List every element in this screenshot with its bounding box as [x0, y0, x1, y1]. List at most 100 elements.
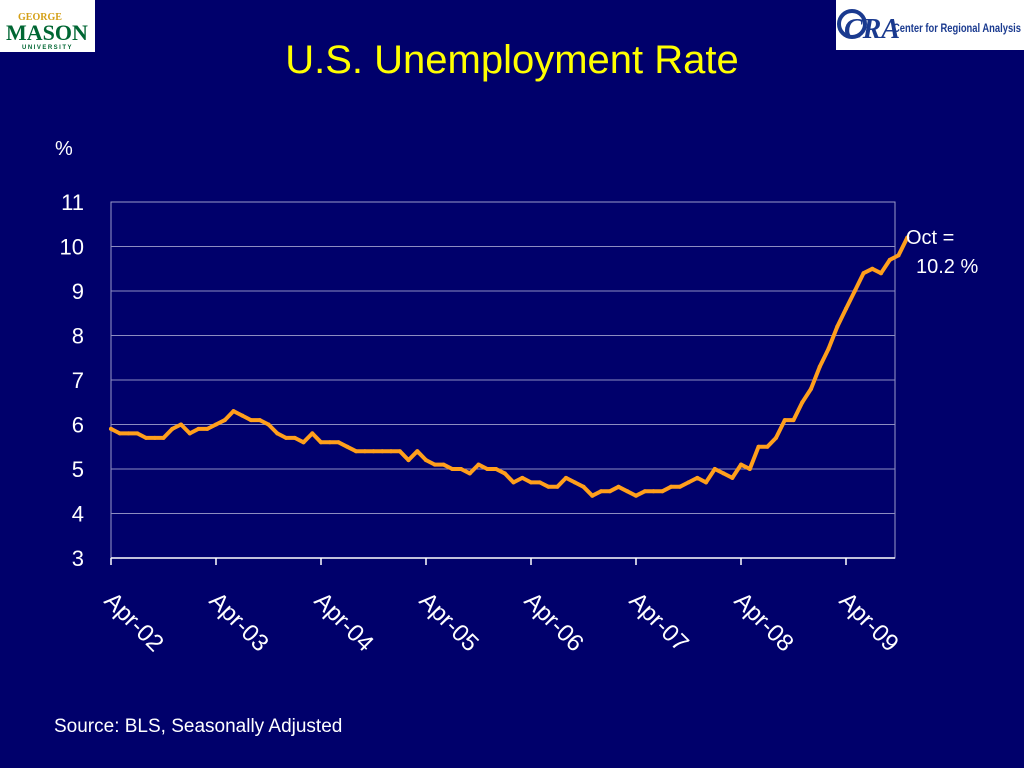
cra-logo: CRA Center for Regional Analysis — [836, 0, 1024, 50]
data-point — [581, 484, 586, 489]
data-point — [870, 266, 875, 271]
source-note: Source: BLS, Seasonally Adjusted — [54, 716, 343, 737]
data-point — [292, 435, 297, 440]
data-point — [126, 431, 131, 436]
data-point — [625, 489, 630, 494]
data-point — [616, 484, 621, 489]
logo-mason-text: MASON — [6, 20, 88, 45]
data-point — [345, 444, 350, 449]
data-point — [152, 435, 157, 440]
data-point — [301, 440, 306, 445]
data-point — [511, 480, 516, 485]
data-point — [677, 484, 682, 489]
data-point — [564, 475, 568, 480]
cra-name-text: Center for Regional Analysis — [893, 23, 1021, 35]
data-point — [336, 440, 341, 445]
data-point — [231, 409, 236, 414]
data-point — [739, 462, 743, 467]
data-point — [704, 480, 708, 485]
data-point — [791, 418, 796, 423]
cra-globe-icon — [837, 9, 867, 39]
data-point — [257, 418, 262, 423]
data-point — [686, 480, 691, 485]
data-point — [774, 435, 778, 440]
data-point — [712, 467, 717, 471]
data-point — [721, 471, 726, 476]
data-point — [389, 449, 393, 454]
y-tick-label: 7 — [72, 368, 84, 393]
x-tick-label: Apr-08 — [729, 587, 799, 657]
data-point — [275, 431, 280, 436]
data-point — [642, 489, 647, 494]
data-point — [135, 431, 140, 436]
y-tick-label: 3 — [72, 546, 84, 571]
data-point — [354, 449, 358, 454]
data-point — [327, 440, 332, 445]
y-tick-label: 10 — [60, 235, 84, 260]
data-point — [599, 489, 603, 494]
y-tick-label: 4 — [72, 502, 84, 527]
data-point — [362, 449, 367, 454]
data-point — [109, 426, 113, 431]
data-point — [529, 480, 533, 485]
data-point — [424, 458, 428, 463]
data-point — [756, 444, 761, 449]
data-point — [537, 480, 542, 485]
data-point — [607, 489, 612, 494]
data-point — [817, 364, 822, 369]
data-point — [502, 471, 507, 476]
data-point — [494, 467, 498, 471]
data-point — [852, 289, 857, 293]
data-point — [887, 257, 892, 262]
x-tick-label: Apr-05 — [414, 587, 484, 657]
data-point — [905, 235, 910, 240]
data-point — [187, 431, 192, 436]
data-point — [590, 493, 595, 498]
data-point — [896, 253, 901, 258]
x-tick-label: Apr-03 — [204, 587, 274, 657]
data-point — [249, 418, 253, 423]
data-point — [826, 346, 831, 351]
data-point — [730, 475, 735, 480]
logo-george-text: GEORGE — [18, 12, 62, 23]
annotation-line-1: Oct = — [906, 227, 955, 249]
data-point — [170, 426, 175, 431]
data-point — [572, 480, 577, 485]
data-point — [284, 435, 288, 440]
data-point — [415, 449, 420, 454]
data-point — [835, 324, 840, 329]
data-point — [450, 467, 455, 471]
x-tick-label: Apr-07 — [624, 587, 694, 657]
data-point — [485, 467, 490, 471]
data-point — [747, 467, 752, 471]
data-point — [397, 449, 402, 454]
annotation-line-2: 10.2 % — [916, 256, 979, 278]
data-point — [669, 484, 673, 489]
data-point — [660, 489, 665, 494]
x-tick-label: Apr-04 — [309, 587, 379, 657]
data-point — [371, 449, 376, 454]
data-point — [144, 435, 148, 440]
data-point — [546, 484, 551, 489]
page-title: U.S. Unemployment Rate — [285, 38, 739, 82]
data-point — [879, 271, 883, 276]
latest-value-annotation: Oct = 10.2 % — [906, 224, 978, 282]
x-tick-label: Apr-02 — [99, 587, 169, 657]
data-point — [380, 449, 385, 454]
y-tick-label: 6 — [72, 413, 84, 438]
data-point — [459, 467, 463, 471]
x-tick-label: Apr-06 — [519, 587, 589, 657]
series-line-unemployment-rate — [109, 235, 910, 498]
data-point — [179, 422, 183, 427]
george-mason-logo: GEORGE MASON UNIVERSITY — [0, 0, 95, 52]
data-point — [520, 475, 525, 480]
data-point — [214, 422, 218, 427]
data-point — [861, 271, 866, 276]
data-point — [117, 431, 122, 436]
data-point — [844, 306, 848, 311]
data-point — [467, 471, 472, 476]
data-point — [800, 400, 805, 405]
data-point — [695, 475, 700, 480]
data-point — [634, 493, 638, 498]
